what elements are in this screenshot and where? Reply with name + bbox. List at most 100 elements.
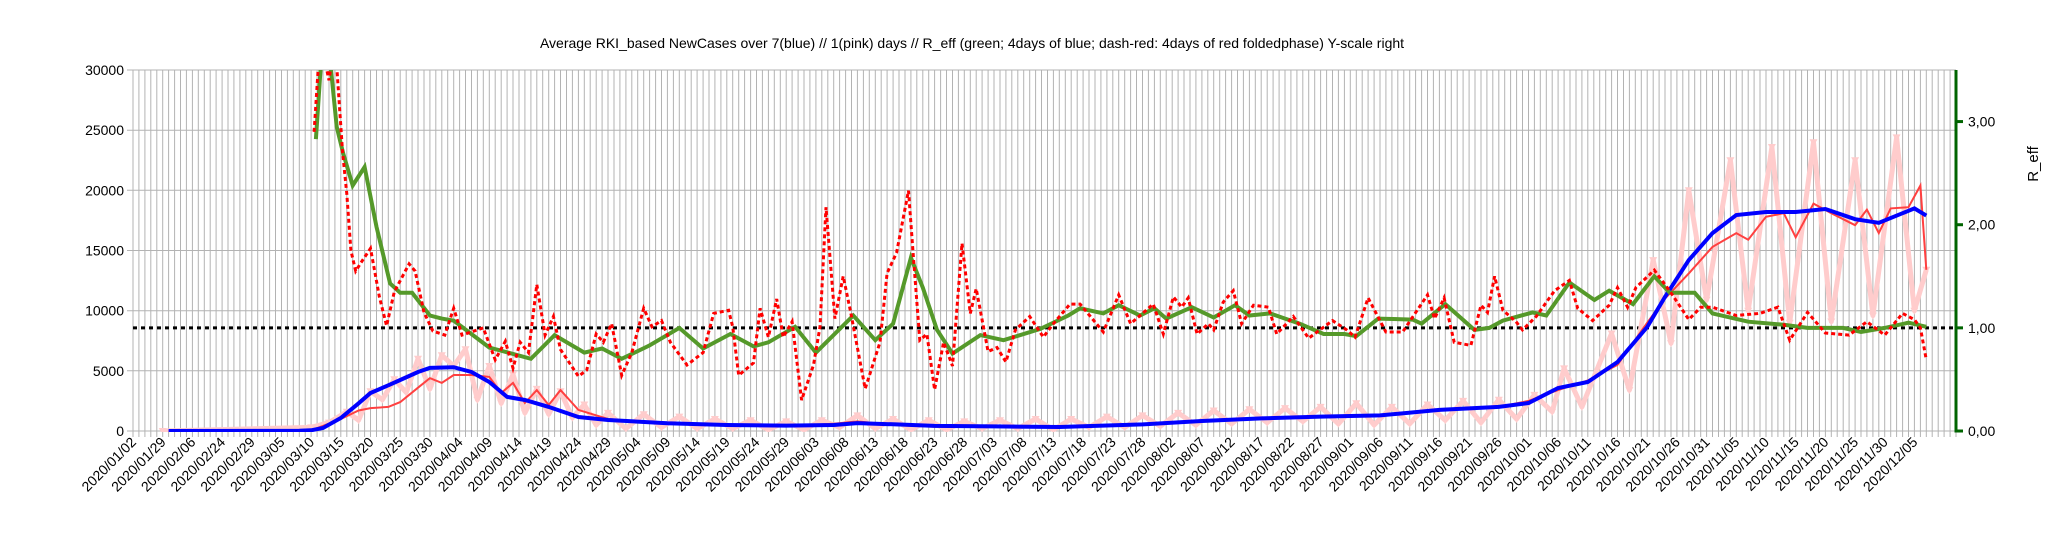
series-line-pink: [162, 134, 1929, 432]
pink-data-point: [1892, 134, 1901, 142]
y-right-tick-label: 2,00: [1968, 217, 1995, 233]
pink-data-point: [473, 396, 482, 404]
pink-data-point: [1726, 157, 1735, 165]
pink-data-point: [1067, 416, 1076, 423]
pink-data-point: [1298, 418, 1307, 426]
chart-title: Average RKI_based NewCases over 7(blue) …: [540, 35, 1404, 51]
pink-data-point: [497, 400, 506, 408]
pink-data-point: [924, 417, 933, 425]
pink-data-point: [1459, 397, 1468, 405]
right-y-axis: 0,00 1,00 2,00 3,00: [1954, 70, 1995, 439]
pink-data-point: [1209, 407, 1218, 415]
y-left-tick-label: 15000: [85, 243, 124, 259]
pink-data-point: [425, 385, 434, 393]
pink-data-point: [906, 426, 915, 432]
pink-data-point: [1477, 419, 1485, 427]
pink-data-point: [1577, 403, 1586, 411]
pink-data-point: [1245, 406, 1254, 414]
pink-data-point: [1031, 416, 1040, 423]
pink-data-point: [354, 417, 363, 425]
pink-data-point: [485, 363, 494, 370]
pink-data-point: [390, 376, 399, 384]
pink-data-point: [1548, 408, 1557, 416]
pink-data-point: [853, 412, 862, 420]
pink-data-point: [402, 389, 411, 397]
pink-data-point: [1702, 296, 1711, 304]
y-left-tick-label: 25000: [85, 122, 124, 138]
series-line-blue: [168, 206, 1928, 432]
pink-data-point: [1494, 396, 1503, 404]
pink-data-point: [1767, 144, 1776, 151]
pink-data-point: [461, 346, 470, 354]
pink-data-point: [1405, 420, 1414, 428]
pink-data-point: [746, 417, 755, 425]
y-right-tick-label: 3,00: [1968, 114, 1995, 130]
pink-data-point: [1649, 257, 1658, 265]
pink-data-point: [604, 409, 612, 417]
pink-data-point: [710, 416, 719, 423]
pink-data-point: [1667, 340, 1675, 348]
pink-data-point: [996, 417, 1004, 425]
pink-data-point: [942, 426, 951, 432]
pink-data-point: [1227, 420, 1236, 428]
pink-data-point: [520, 409, 529, 417]
y-right-tick-label: 1,00: [1968, 320, 1995, 336]
pink-data-point: [1744, 307, 1753, 315]
series-line-green: [313, 70, 1927, 362]
left-y-axis: 0 5000 10000 15000 20000 25000 30000: [85, 62, 124, 439]
pink-data-point: [1370, 422, 1379, 429]
pink-data-point: [1851, 157, 1860, 165]
pink-data-point: [158, 428, 167, 432]
pink-data-point: [580, 401, 589, 409]
y-left-tick-label: 30000: [85, 62, 124, 78]
pink-data-point: [1512, 416, 1521, 423]
right-axis-title: R_eff: [2025, 145, 2042, 181]
pink-data-point: [1174, 409, 1183, 417]
pink-data-point: [1441, 417, 1450, 425]
pink-data-point: [1785, 319, 1794, 327]
x-axis: 2020/01/022020/01/292020/02/062020/02/24…: [78, 434, 1920, 495]
pink-data-point: [509, 371, 517, 379]
pink-data-point: [592, 422, 601, 429]
pink-data-point: [1625, 387, 1634, 395]
pink-data-point: [544, 411, 553, 419]
pink-data-point: [1138, 412, 1147, 420]
pink-data-point: [1263, 419, 1272, 427]
y-left-tick-label: 10000: [85, 303, 124, 319]
pink-data-point: [414, 355, 422, 363]
pink-data-point: [1387, 403, 1396, 411]
pink-data-point: [675, 413, 684, 421]
pink-data-point: [556, 388, 565, 396]
pink-data-point: [1560, 365, 1569, 373]
pink-data-point: [764, 426, 773, 432]
y-left-tick-label: 5000: [93, 363, 124, 379]
gridlines: [127, 69, 1957, 437]
y-left-tick-label: 20000: [85, 182, 124, 198]
pink-data-point: [1809, 139, 1818, 147]
pink-data-point: [307, 424, 316, 432]
pink-data-point: [693, 425, 702, 432]
pink-data-point: [1922, 266, 1931, 274]
pink-data-point: [1827, 318, 1836, 326]
y-right-tick-label: 0,00: [1968, 423, 1995, 439]
pink-data-point: [1102, 413, 1111, 421]
pink-data-point: [1684, 187, 1693, 195]
pink-data-point: [728, 425, 737, 432]
pink-data-point: [960, 418, 969, 426]
series-group: [133, 70, 1956, 432]
pink-data-point: [378, 396, 387, 404]
pink-data-point: [1352, 400, 1361, 408]
pink-data-point: [782, 418, 791, 426]
pink-data-point: [657, 424, 666, 432]
pink-data-point: [1607, 330, 1616, 338]
pink-data-point: [800, 426, 808, 432]
pink-data-point: [1530, 391, 1539, 399]
pink-data-point: [1281, 405, 1289, 413]
pink-data-point: [817, 417, 826, 425]
pink-data-point: [889, 416, 898, 423]
pink-data-point: [1423, 401, 1432, 409]
pink-data-point: [871, 425, 880, 432]
pink-data-point: [639, 411, 648, 419]
pink-data-point: [1191, 422, 1200, 429]
